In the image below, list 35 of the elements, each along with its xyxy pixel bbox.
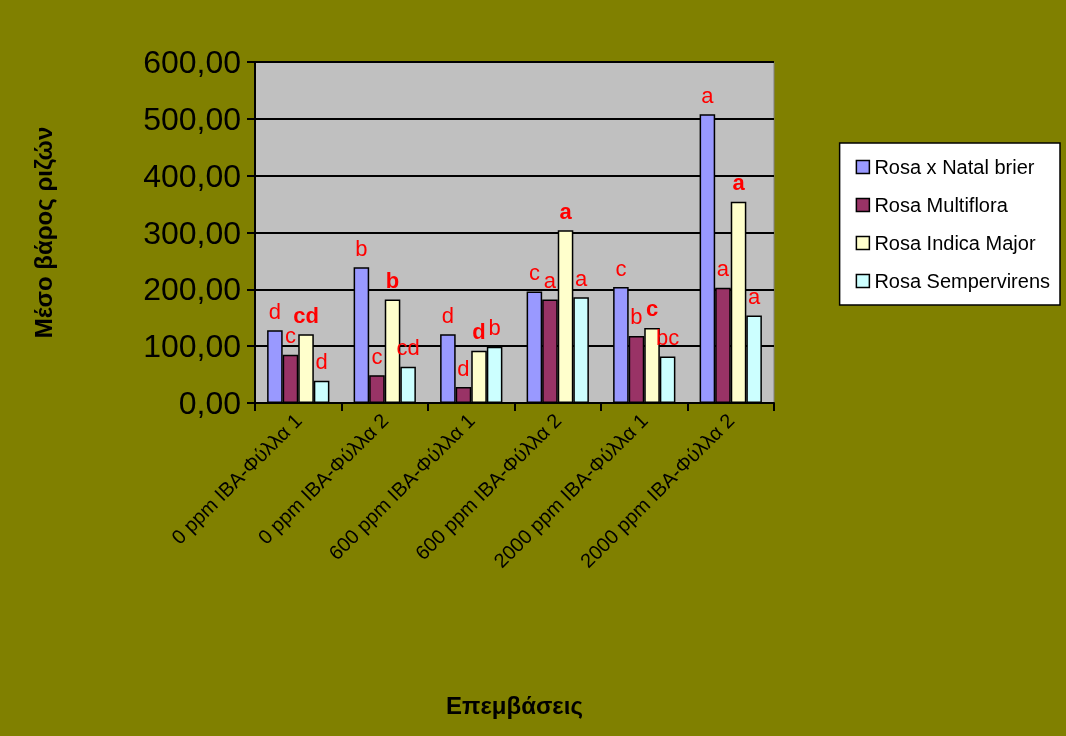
data-label: b xyxy=(355,235,368,261)
y-axis-title: Μέσο βάρος ριζών xyxy=(29,126,57,339)
data-label: a xyxy=(747,283,761,309)
data-label: a xyxy=(716,256,730,282)
data-label: a xyxy=(559,198,573,224)
legend-label: Rosa x Natal brier xyxy=(874,156,1035,178)
data-label: c xyxy=(645,296,659,322)
y-tick-label: 100,00 xyxy=(143,328,241,365)
y-tick-label: 600,00 xyxy=(143,44,241,80)
data-label: d xyxy=(441,302,455,328)
data-label: d xyxy=(472,319,486,345)
y-tick-label: 200,00 xyxy=(143,271,241,308)
legend-label: Rosa Multiflora xyxy=(874,194,1009,216)
data-label: b xyxy=(385,268,400,294)
data-label: d xyxy=(268,298,282,324)
data-label: b xyxy=(630,304,643,330)
y-tick-label: 400,00 xyxy=(143,157,241,194)
y-tick-label: 0,00 xyxy=(178,385,241,421)
data-label: c xyxy=(371,343,383,369)
data-label: a xyxy=(732,170,746,196)
data-label: a xyxy=(543,268,557,294)
data-label: b xyxy=(488,315,501,341)
data-label: c xyxy=(284,323,296,349)
y-tick-label: 300,00 xyxy=(143,214,241,251)
x-axis-title: Επεμβάσεις xyxy=(446,691,583,719)
data-label: d xyxy=(457,355,470,381)
legend-label: Rosa Indica Major xyxy=(874,232,1036,254)
legend-label: Rosa Sempervirens xyxy=(874,270,1050,292)
data-label: c xyxy=(528,260,540,286)
data-label: a xyxy=(574,265,588,291)
data-label: c xyxy=(615,255,627,281)
data-label: cd xyxy=(293,302,319,328)
y-tick-label: 500,00 xyxy=(143,100,241,137)
data-label: a xyxy=(701,82,715,108)
data-label: d xyxy=(315,349,328,375)
